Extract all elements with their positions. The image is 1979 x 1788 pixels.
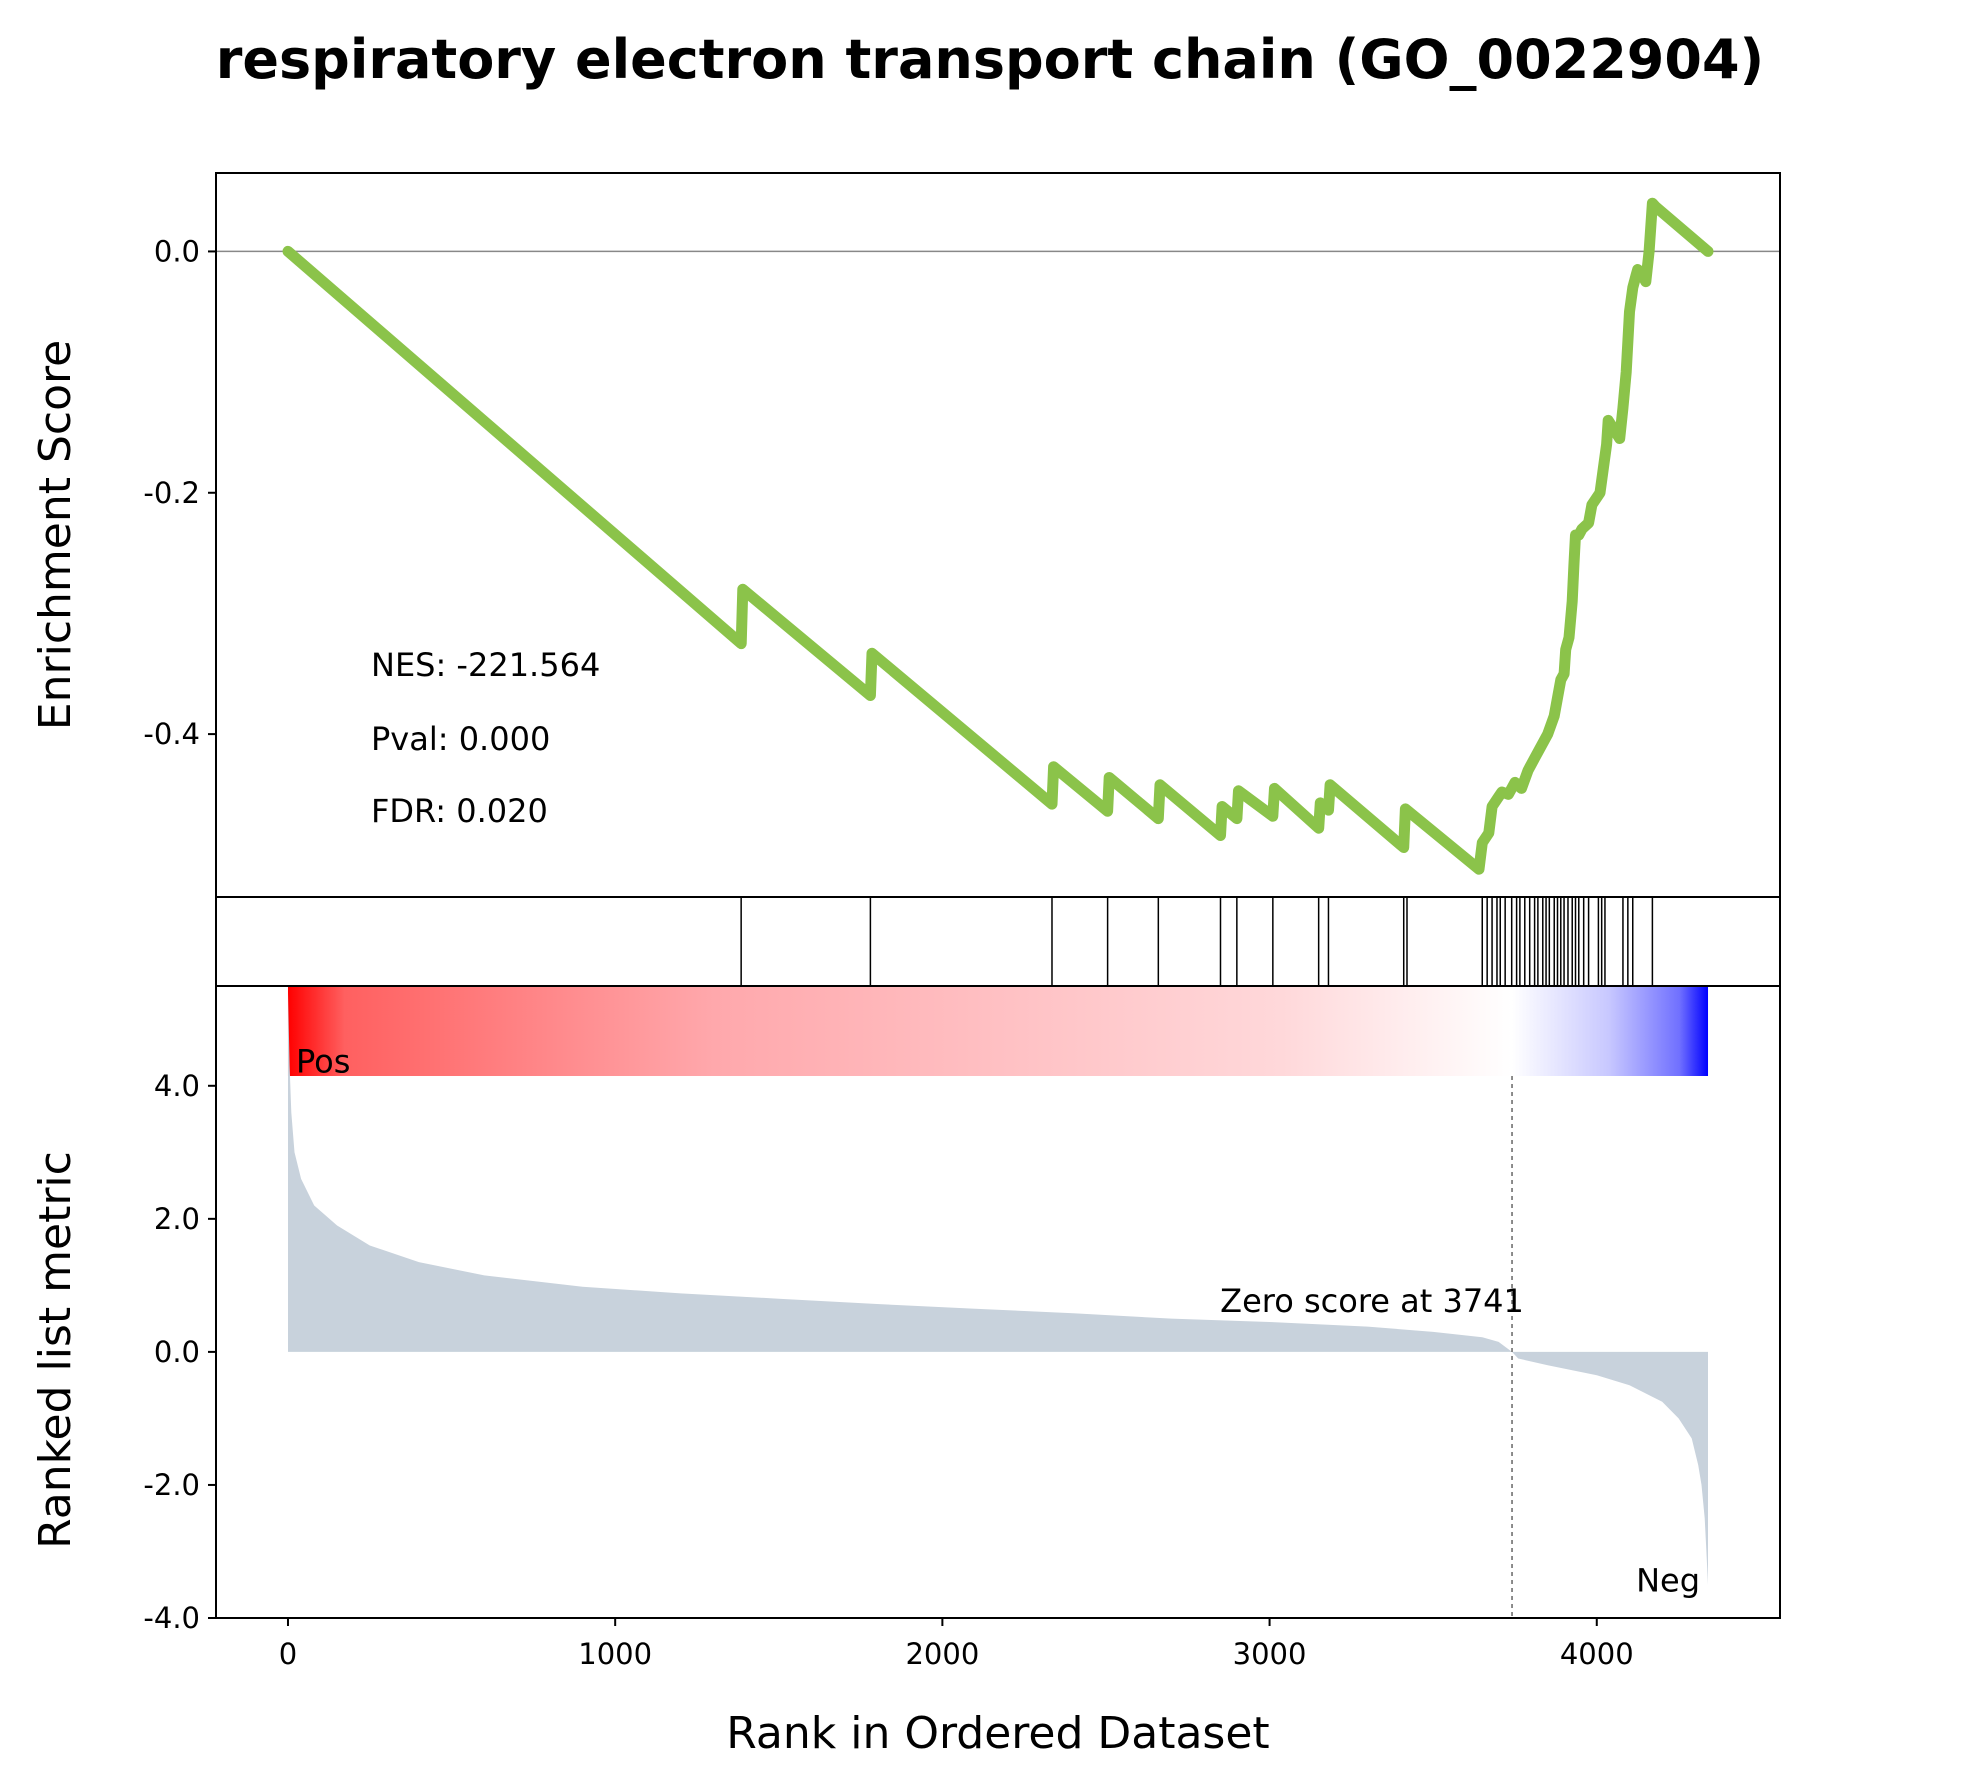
chart-title: respiratory electron transport chain (GO… <box>216 28 1764 91</box>
es-y-tick-label: -0.2 <box>143 476 200 510</box>
es-ylabel: Enrichment Score <box>30 340 81 730</box>
rank-metric-area <box>288 992 1708 1585</box>
zero-score-label: Zero score at 3741 <box>1220 1282 1524 1320</box>
rank-y-tick-label: -4.0 <box>143 1601 200 1635</box>
pos-label: Pos <box>296 1042 350 1080</box>
rank-color-bar <box>287 987 1709 1076</box>
hit-lines <box>740 897 1654 986</box>
x-ticks: 0 1000 2000 3000 4000 <box>279 1618 1634 1671</box>
x-axis-label: Rank in Ordered Dataset <box>726 1708 1269 1759</box>
es-y-ticks: 0.0 -0.2 -0.4 <box>143 234 216 751</box>
hits-panel <box>215 896 1781 987</box>
x-tick-label: 4000 <box>1560 1637 1634 1671</box>
x-tick-label: 2000 <box>905 1637 979 1671</box>
rank-y-tick-label: 0.0 <box>154 1335 200 1369</box>
rank-ylabel: Ranked list metric <box>30 1151 81 1549</box>
x-tick-label: 0 <box>279 1637 297 1671</box>
ranking-panel: Zero score at 3741 Pos Neg 4.0 2.0 0.0 -2.0… <box>30 985 1781 1635</box>
es-y-tick-label: 0.0 <box>154 234 200 268</box>
fdr-stat: FDR: 0.020 <box>371 792 548 830</box>
nes-stat: NES: -221.564 <box>371 646 600 684</box>
pval-stat: Pval: 0.000 <box>371 720 550 758</box>
x-tick-label: 3000 <box>1233 1637 1307 1671</box>
rank-y-tick-label: 4.0 <box>154 1069 200 1103</box>
rank-y-tick-label: 2.0 <box>154 1202 200 1236</box>
es-frame <box>215 172 1781 898</box>
es-y-tick-label: -0.4 <box>143 717 200 751</box>
enrichment-panel: 0.0 -0.2 -0.4 NES: -221.564 Pval: 0.000 FD… <box>30 172 1781 898</box>
neg-label: Neg <box>1636 1561 1700 1599</box>
rank-frame <box>215 985 1781 1619</box>
es-curve <box>282 197 1714 875</box>
x-tick-label: 1000 <box>578 1637 652 1671</box>
rank-y-tick-label: -2.0 <box>143 1468 200 1502</box>
rank-y-ticks: 4.0 2.0 0.0 -2.0 -4.0 <box>143 1069 216 1635</box>
